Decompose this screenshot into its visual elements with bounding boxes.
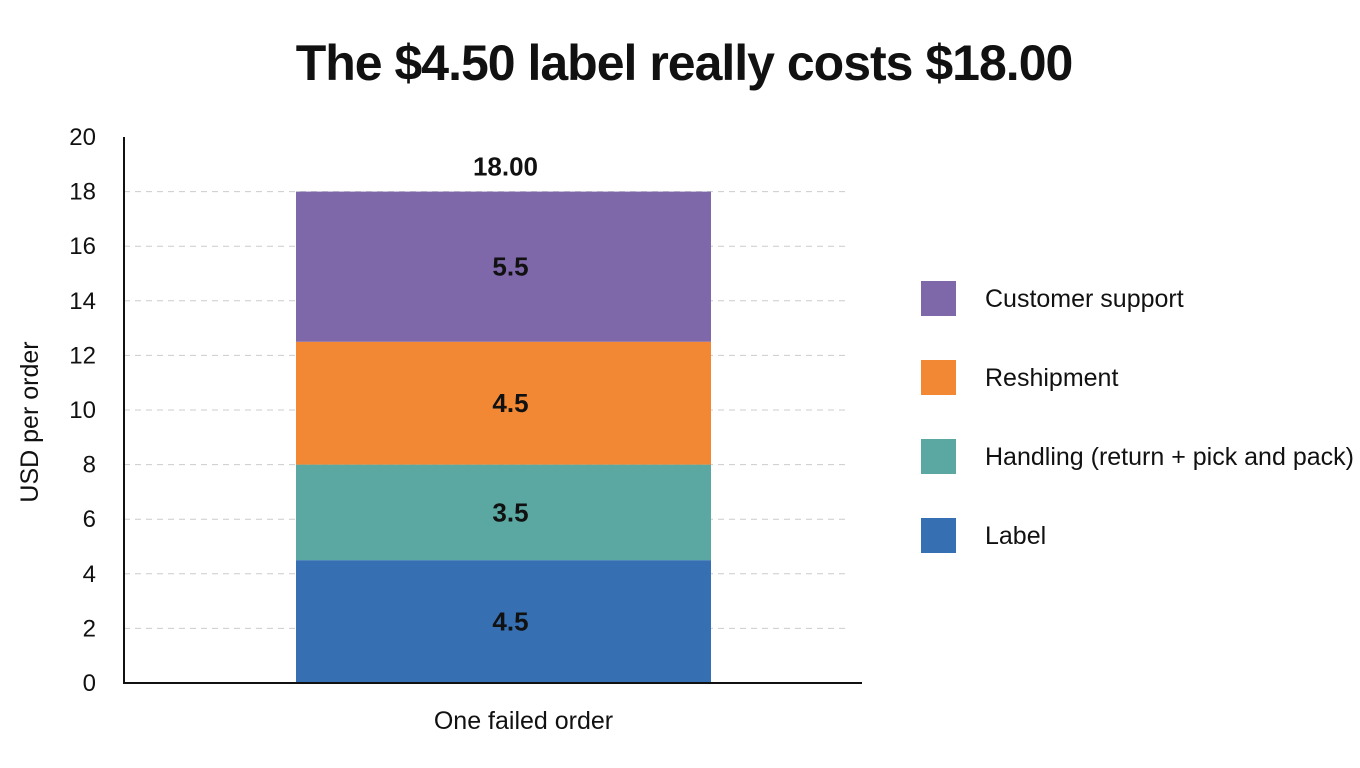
legend-entry-label: Reshipment — [985, 364, 1118, 392]
y-tick-label: 2 — [83, 615, 96, 642]
y-tick-label: 14 — [69, 288, 96, 315]
y-tick-label: 0 — [83, 670, 96, 697]
legend-entry-label: Customer support — [985, 285, 1184, 313]
bar-segment — [296, 341, 711, 465]
bar-segment-value-label: 4.5 — [492, 607, 528, 637]
legend: Customer support Reshipment Handling (retu… — [921, 281, 1354, 553]
y-tick-label: 20 — [69, 124, 96, 151]
legend-swatch — [921, 439, 956, 474]
bar-segment-value-label: 5.5 — [492, 252, 528, 282]
y-tick-label: 8 — [83, 452, 96, 479]
legend-swatch — [921, 360, 956, 395]
legend-entry-label: Label — [985, 522, 1046, 550]
axes — [123, 137, 862, 684]
legend-entry-label: Handling (return + pick and pack) — [985, 443, 1354, 471]
bar-segment — [296, 464, 711, 561]
y-axis-label: USD per order — [16, 341, 44, 502]
x-category-label: One failed order — [434, 707, 613, 735]
bar-segment-value-label: 4.5 — [492, 388, 528, 418]
y-tick-labels: 0 2 4 6 8 10 12 14 16 18 20 — [69, 124, 96, 697]
y-tick-label: 16 — [69, 233, 96, 260]
y-tick-label: 4 — [83, 561, 96, 588]
y-tick-label: 10 — [69, 397, 96, 424]
bar-segment — [296, 560, 711, 683]
y-tick-label: 18 — [69, 179, 96, 206]
chart-title: The $4.50 label really costs $18.00 — [296, 35, 1073, 91]
legend-swatch — [921, 518, 956, 553]
y-tick-label: 6 — [83, 506, 96, 533]
bar-segment — [296, 191, 711, 342]
y-tick-label: 12 — [69, 342, 96, 369]
bar-total-label: 18.00 — [473, 152, 538, 182]
bar-segment-value-label: 3.5 — [492, 497, 528, 527]
bar-segments: 4.5 3.5 4.5 5.5 — [296, 191, 711, 683]
legend-swatch — [921, 281, 956, 316]
